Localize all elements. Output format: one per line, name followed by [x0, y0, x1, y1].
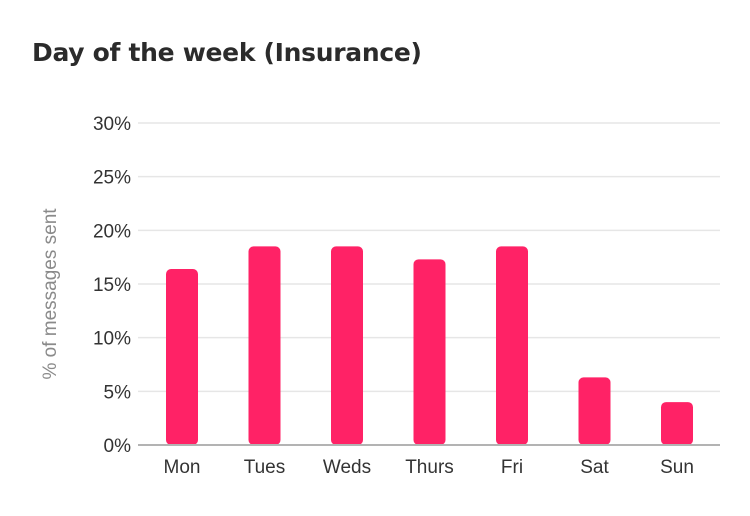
x-tick-label-thurs: Thurs [405, 457, 454, 478]
y-tick-label: 15% [93, 275, 131, 296]
chart-title: Day of the week (Insurance) [32, 38, 422, 67]
y-tick-label: 20% [93, 221, 131, 242]
bar-weds [331, 246, 363, 445]
bar-fri [496, 246, 528, 445]
bar-sat [578, 377, 611, 445]
y-axis-title: % of messages sent [40, 208, 61, 380]
y-tick-label: 10% [93, 329, 131, 350]
y-tick-label: 25% [93, 168, 131, 189]
x-axis-ticks: Mon Tues Weds Thurs Fri Sat Sun [164, 457, 694, 478]
y-tick-label: 5% [104, 382, 132, 403]
x-tick-label-sun: Sun [660, 457, 694, 478]
bar-mon [166, 268, 198, 445]
x-tick-label-tues: Tues [244, 457, 286, 478]
bar-thurs [413, 259, 446, 445]
bars [166, 246, 693, 445]
bar-tues [248, 246, 281, 445]
x-tick-label-sat: Sat [580, 457, 609, 478]
y-tick-label: 0% [104, 436, 132, 457]
y-axis-ticks: 0% 5% 10% 15% 20% 25% 30% [93, 114, 131, 457]
bar-sun [661, 402, 693, 445]
x-tick-label-weds: Weds [323, 457, 371, 478]
y-tick-label: 30% [93, 114, 131, 135]
x-tick-label-mon: Mon [164, 457, 201, 478]
x-tick-label-fri: Fri [501, 457, 523, 478]
